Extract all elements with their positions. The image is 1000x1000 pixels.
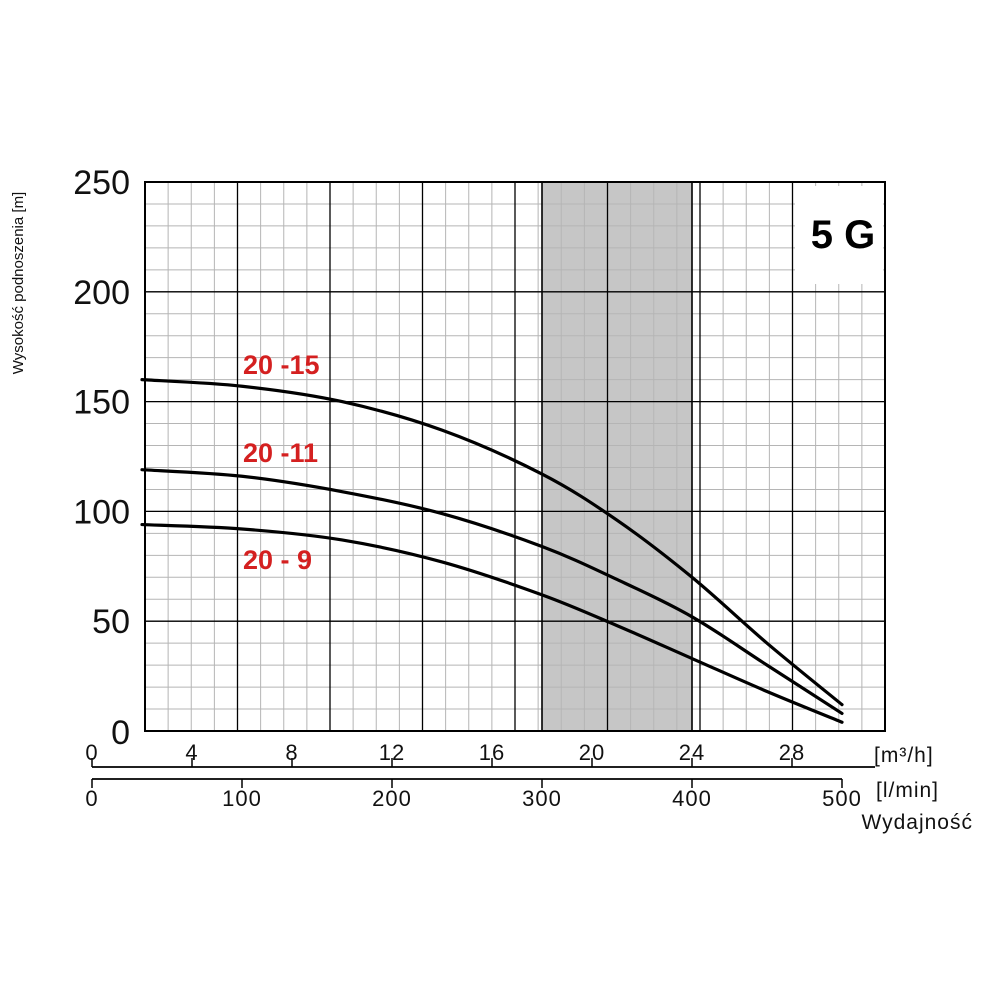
x-tick-label: 20 — [579, 740, 605, 765]
plot-frame — [144, 181, 886, 732]
x2-tick-label: 100 — [222, 786, 262, 811]
shaded-band-layer — [542, 182, 692, 731]
x2-tick-label: 300 — [522, 786, 562, 811]
grid-layer — [145, 181, 885, 732]
x2-tick-label: 500 — [822, 786, 862, 811]
x2-tick-label: 400 — [672, 786, 712, 811]
x-axis-title: Wydajność — [861, 811, 973, 834]
y-tick-label: 200 — [73, 274, 130, 312]
x-tick-label: 8 — [285, 740, 298, 765]
x-tick-label: 24 — [679, 740, 705, 765]
y-tick-label: 0 — [111, 714, 130, 752]
x-tick-label: 28 — [779, 740, 805, 765]
y-tick-label: 250 — [73, 164, 130, 202]
x2-tick-label: 200 — [372, 786, 412, 811]
x2-tick-label: 0 — [85, 786, 98, 811]
series-label-3: 20 - 9 — [243, 545, 312, 575]
series-line-3 — [140, 522, 844, 724]
badge-box — [795, 186, 883, 284]
x-tick-label: 16 — [479, 740, 505, 765]
chart-badge: 5 G — [811, 213, 875, 257]
series-layer — [140, 378, 844, 724]
series-label-2: 20 -11 — [243, 438, 318, 468]
axes-layer — [91, 181, 886, 788]
shaded-range — [542, 182, 692, 731]
x2-unit-label: [l/min] — [876, 779, 939, 802]
y-tick-label: 50 — [92, 603, 130, 641]
series-line-2 — [140, 468, 844, 716]
series-label-1: 20 -15 — [243, 350, 320, 380]
x-tick-label: 4 — [185, 740, 198, 765]
y-axis-title: Wysokość podnoszenia [m] — [10, 192, 27, 374]
y-tick-label: 150 — [73, 384, 130, 422]
x-tick-label: 12 — [379, 740, 405, 765]
x-unit-label: [m³/h] — [874, 744, 934, 767]
x-tick-label: 0 — [85, 740, 98, 765]
y-tick-label: 100 — [73, 493, 130, 531]
series-line-1 — [140, 378, 844, 707]
